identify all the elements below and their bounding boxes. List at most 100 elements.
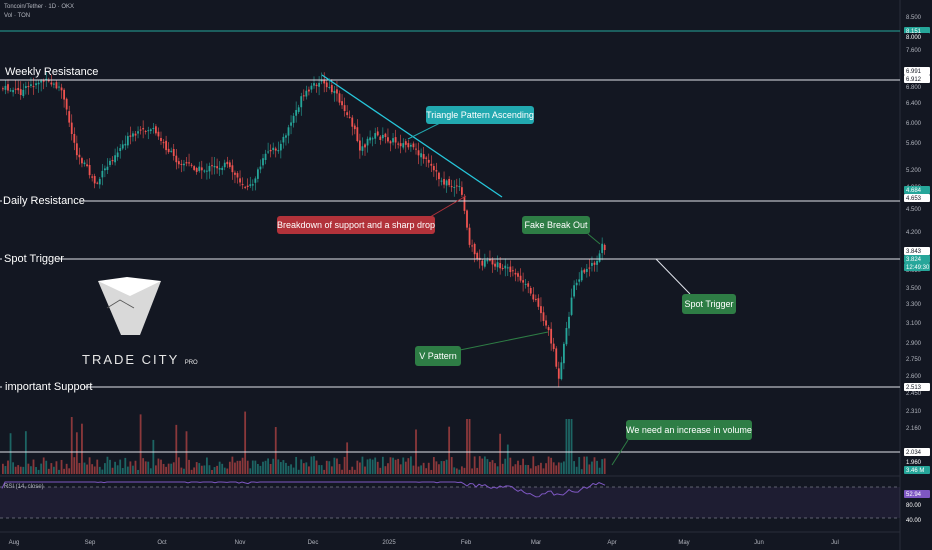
price-tick-label: 4.200	[906, 230, 922, 236]
volume-bar	[371, 459, 374, 474]
volume-bar	[282, 460, 285, 474]
volume-bar	[249, 468, 252, 474]
volume-bar	[262, 461, 264, 474]
candle-body	[336, 89, 338, 94]
volume-title: Vol · TON	[4, 13, 31, 19]
volume-bar	[399, 464, 402, 474]
candle-body	[226, 161, 229, 165]
volume-bar	[32, 459, 35, 474]
candle-body	[30, 84, 32, 87]
volume-bar	[121, 468, 124, 474]
time-tick-label: Sep	[85, 540, 96, 546]
volume-bar	[458, 469, 461, 474]
candle-body	[534, 298, 537, 300]
volume-bar	[279, 462, 282, 474]
volume-bar	[195, 462, 198, 474]
volume-bar	[471, 468, 473, 474]
candle-body	[231, 165, 234, 173]
price-badge-box	[904, 255, 930, 263]
volume-bar	[381, 456, 384, 474]
volume-bar	[42, 457, 45, 474]
candle-body	[73, 134, 76, 143]
volume-bar	[231, 456, 234, 474]
candle-body	[486, 259, 489, 262]
volume-bar	[272, 458, 275, 474]
volume-bar	[514, 464, 517, 474]
volume-bar	[588, 464, 591, 474]
volume-bar	[540, 462, 542, 474]
volume-bar	[522, 458, 524, 474]
volume-bar	[251, 460, 254, 474]
volume-bar	[537, 465, 540, 474]
candle-body	[106, 166, 109, 170]
volume-bar	[109, 459, 111, 474]
volume-bar	[144, 461, 147, 474]
callout-v-pattern-box	[415, 346, 461, 366]
candle-body	[119, 148, 122, 151]
time-tick-label: Dec	[308, 540, 319, 546]
volume-bar	[463, 467, 466, 474]
volume-bar	[346, 442, 349, 474]
candle-body	[104, 168, 106, 171]
candle-body	[455, 185, 458, 187]
candle-body	[552, 343, 555, 350]
candle-body	[200, 167, 203, 171]
callout-fake-breakout[interactable]: Fake Break Out	[522, 216, 601, 245]
candle-body	[453, 187, 456, 189]
volume-bar	[417, 466, 420, 474]
candle-body	[381, 134, 384, 139]
candle-body	[134, 133, 137, 136]
callout-volume[interactable]: We need an increase in volume	[611, 420, 752, 466]
price-badge-box	[904, 186, 930, 194]
candle-body	[550, 328, 553, 344]
callout-v-pattern[interactable]: V Pattern	[415, 331, 549, 366]
price-badge-box	[904, 516, 930, 524]
volume-bar	[58, 469, 60, 474]
volume-bar	[132, 465, 134, 474]
candle-body	[109, 160, 111, 166]
volume-bar	[267, 458, 269, 474]
volume-bar	[86, 464, 88, 474]
descending-trendline[interactable]	[321, 74, 503, 198]
volume-bar	[4, 466, 7, 474]
volume-bar	[53, 466, 55, 474]
callout-triangle[interactable]: Triangle Pattern Ascending	[407, 106, 534, 140]
volume-bar	[60, 459, 63, 474]
candle-body	[593, 262, 596, 265]
volume-bar	[96, 459, 99, 474]
candle-body	[364, 144, 366, 148]
daily-resistance-label: Daily Resistance	[3, 195, 85, 207]
price-tick-label: 3.300	[906, 302, 922, 308]
volume-bar	[155, 465, 157, 474]
candle-body	[432, 166, 435, 171]
candle-body	[101, 170, 104, 178]
candle-body	[264, 153, 267, 160]
volume-bar	[91, 464, 94, 474]
candle-body	[147, 130, 150, 132]
candle-body	[78, 154, 81, 158]
candle-body	[580, 270, 583, 281]
volume-bar	[63, 468, 65, 474]
candle-body	[313, 83, 315, 86]
volume-bar	[361, 456, 364, 474]
candle-body	[124, 143, 127, 146]
price-tick-label: 2.450	[906, 391, 922, 397]
price-badge-box	[904, 194, 930, 202]
callout-fake-breakout-text: Fake Break Out	[524, 220, 588, 230]
volume-bar	[111, 467, 114, 474]
volume-bar	[578, 457, 581, 474]
volume-bar	[234, 462, 236, 474]
callout-breakdown[interactable]: Breakdown of support and a sharp drop	[277, 195, 467, 234]
candle-body	[430, 163, 433, 166]
price-badge: 52.94	[906, 492, 922, 498]
price-badge-box	[904, 448, 930, 456]
volume-bar	[114, 461, 116, 474]
price-tick-label: 2.900	[906, 341, 922, 347]
time-tick-label: May	[678, 540, 689, 546]
candle-body	[126, 136, 129, 146]
callout-spot-trigger[interactable]: Spot Trigger	[655, 258, 736, 314]
candle-body	[450, 186, 453, 188]
volume-bar	[438, 464, 440, 474]
candle-body	[305, 90, 308, 97]
